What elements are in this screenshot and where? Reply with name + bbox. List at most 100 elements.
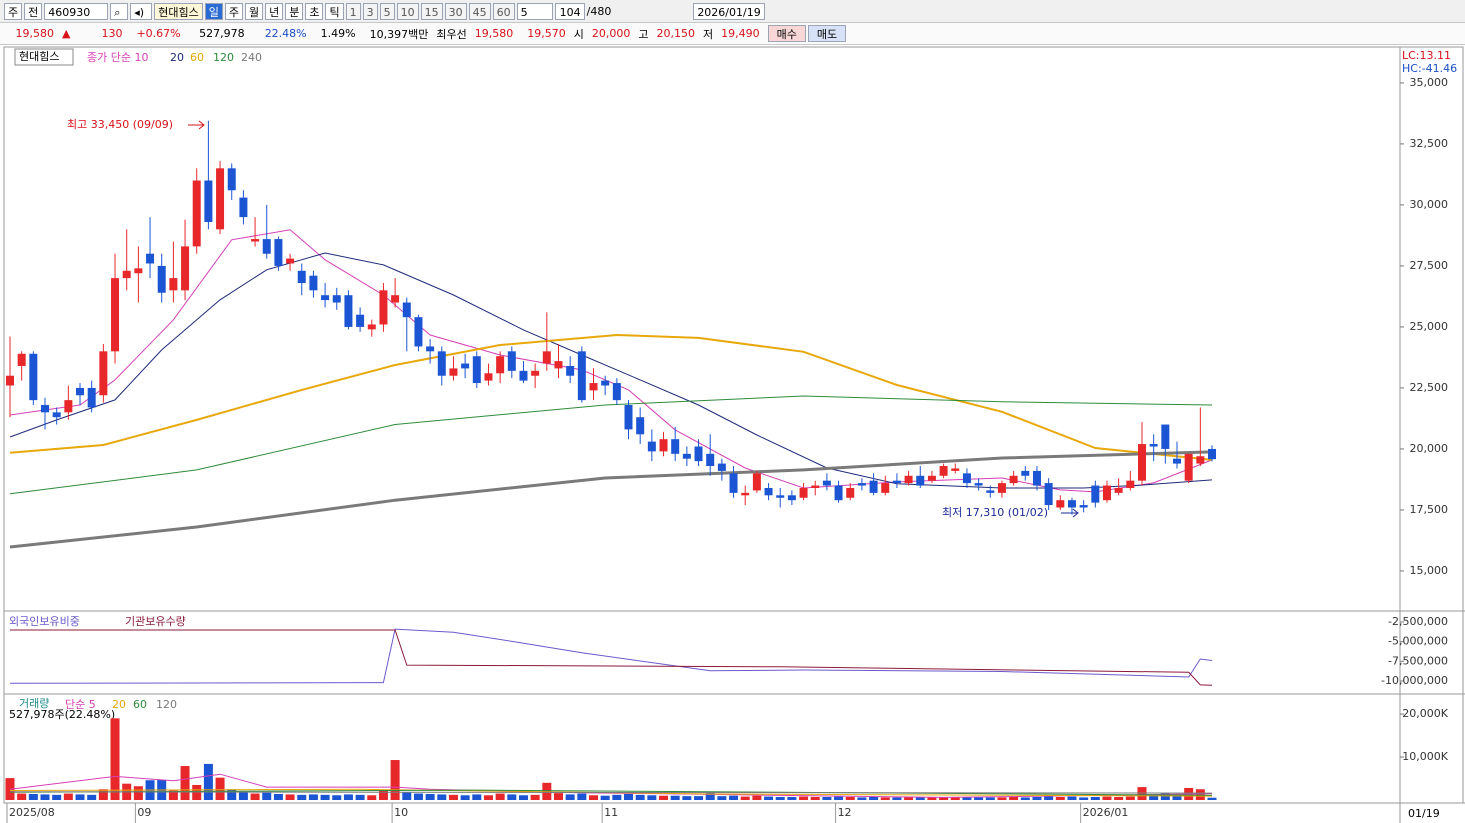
lc-label: LC:13.11 xyxy=(1402,49,1451,62)
candle-body xyxy=(414,317,423,347)
candle-body xyxy=(1161,424,1170,449)
candle-body xyxy=(869,480,878,493)
volume-bar xyxy=(1067,796,1077,800)
code-input[interactable]: 460930 xyxy=(44,2,109,20)
minute-button[interactable]: 10 xyxy=(396,2,419,20)
period-button[interactable]: 주 xyxy=(4,2,23,20)
interval-button[interactable]: 틱 xyxy=(325,2,344,20)
quote-bar: 19,580 ▲ 130 +0.67% 527,978 22.48% 1.49%… xyxy=(0,23,1465,45)
ma-line xyxy=(9,791,1213,794)
candle-body xyxy=(204,180,213,222)
candle-body xyxy=(367,324,376,330)
candle-body xyxy=(87,387,96,408)
candle-body xyxy=(589,383,598,391)
volume-bar xyxy=(787,796,797,800)
candle-body xyxy=(612,383,621,401)
period-button[interactable]: 전 xyxy=(24,2,43,20)
interval-button[interactable]: 분 xyxy=(285,2,304,20)
candle-body xyxy=(822,480,831,486)
ma-line xyxy=(9,395,1213,495)
candle-body xyxy=(706,453,715,467)
minute-button[interactable]: 15 xyxy=(420,2,443,20)
volume-bar xyxy=(203,763,213,800)
count-input[interactable]: 104 xyxy=(554,2,585,20)
candle-body xyxy=(531,370,540,376)
minute-button[interactable]: 30 xyxy=(444,2,467,20)
interval-button[interactable]: 주 xyxy=(224,2,243,20)
ma-line xyxy=(9,450,1213,549)
interval-button[interactable]: 초 xyxy=(305,2,324,20)
legend-entry: 종가 단순 10 xyxy=(87,51,148,64)
date-input[interactable]: 2026/01/19 xyxy=(693,2,765,20)
sell-button[interactable]: 매도 xyxy=(807,25,847,42)
search-button[interactable]: ⌕ xyxy=(110,2,129,20)
candle-body xyxy=(1102,485,1111,501)
volume-bar xyxy=(834,796,844,800)
volume-bar xyxy=(1079,797,1089,800)
candle-body xyxy=(461,363,470,369)
interval-button[interactable]: 일 xyxy=(204,2,223,20)
volume-bar xyxy=(110,718,120,800)
candle-body xyxy=(157,265,166,293)
candle-body xyxy=(671,439,680,454)
minute-button[interactable]: 3 xyxy=(362,2,378,20)
volume-bar xyxy=(915,797,925,800)
candle-body xyxy=(507,351,516,371)
volume-bar xyxy=(367,795,377,800)
candle-body xyxy=(904,475,913,484)
interval-button[interactable]: 년 xyxy=(265,2,284,20)
ma-line xyxy=(9,773,1213,798)
candle-body xyxy=(449,368,458,376)
volume-bar xyxy=(962,797,972,800)
buy-button[interactable]: 매수 xyxy=(767,25,806,42)
volume-bar xyxy=(1149,794,1159,800)
candle-body xyxy=(974,483,983,486)
volume-bar xyxy=(589,795,598,800)
y-tick-label: 30,000 xyxy=(1410,198,1449,211)
volume-bar xyxy=(262,792,272,800)
step-input[interactable]: 5 xyxy=(516,2,553,20)
candle-body xyxy=(1184,453,1193,481)
legend-entry: 기관보유수량 xyxy=(125,615,186,628)
sound-button[interactable]: ◂) xyxy=(130,2,153,20)
minute-button[interactable]: 5 xyxy=(379,2,395,20)
candle-body xyxy=(717,463,726,471)
candle-body xyxy=(437,351,446,376)
candle-body xyxy=(1091,485,1100,503)
volume-bar xyxy=(810,796,820,800)
volume-bar xyxy=(448,794,458,800)
volume-bar xyxy=(355,794,365,800)
candle-body xyxy=(986,490,995,493)
candle-body xyxy=(1173,458,1181,464)
interval-button[interactable]: 월 xyxy=(244,2,264,20)
volume-bar xyxy=(320,794,330,800)
candle-body xyxy=(939,466,948,476)
stock-name[interactable]: 현대힘스 xyxy=(154,2,203,20)
volume-bar xyxy=(799,796,809,800)
volume-bar xyxy=(332,795,342,800)
stock-label: 현대힘스 xyxy=(19,50,59,63)
volume-bar xyxy=(180,766,190,800)
candle-body xyxy=(659,439,668,452)
minute-button[interactable]: 60 xyxy=(492,2,515,20)
y-tick-label: -5,000,000 xyxy=(1388,635,1448,648)
ratio: 1.49% xyxy=(320,27,356,40)
volume-bar xyxy=(425,793,435,800)
volume-bar xyxy=(133,786,143,800)
volume-bar xyxy=(670,795,680,800)
volume-bar xyxy=(285,794,295,800)
volume-bar xyxy=(390,760,400,800)
volume-bar xyxy=(238,792,248,800)
candle-body xyxy=(484,373,493,381)
candle-body xyxy=(41,405,50,413)
minute-button[interactable]: 1 xyxy=(345,2,361,20)
volume-bar xyxy=(343,794,353,800)
legend-entry: 60 xyxy=(190,51,204,64)
toolbar: 주 전 460930 ⌕ ◂) 현대힘스 일 주 월 년 분 초 틱 1 3 5… xyxy=(0,0,1465,23)
volume-bar xyxy=(565,794,575,800)
candle-body xyxy=(1208,448,1217,460)
minute-button[interactable]: 45 xyxy=(468,2,491,20)
volume-bar xyxy=(1160,793,1170,800)
